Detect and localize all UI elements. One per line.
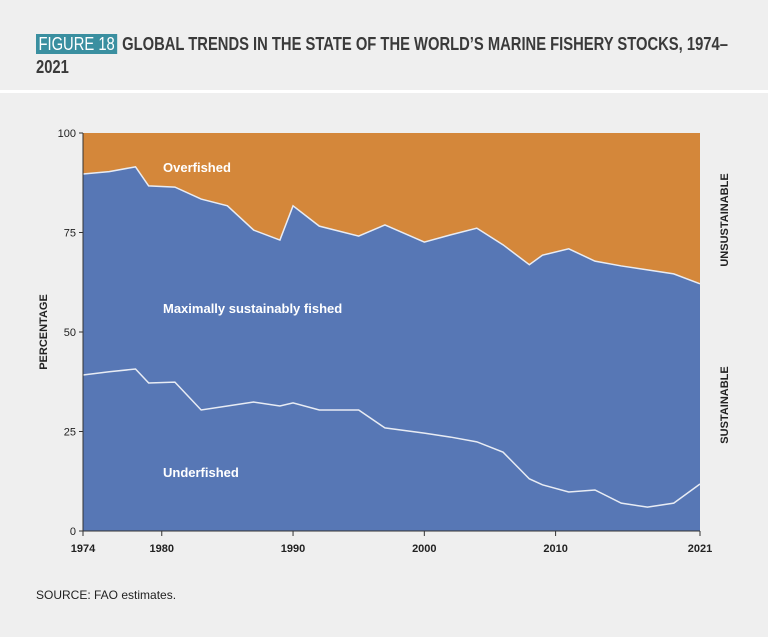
y-tick-label: 75 [64,228,76,240]
right-label-unsustainable: UNSUSTAINABLE [719,173,731,266]
line-overfished-boundary [82,166,701,285]
separator [0,90,768,93]
x-tick-label: 1980 [150,543,174,555]
y-tick-label: 100 [58,128,76,140]
x-tick-label: 2000 [412,543,436,555]
y-axis-label: PERCENTAGE [38,294,50,370]
y-tick-label: 50 [64,327,76,339]
area-sustainable [83,166,700,531]
chart-title: FIGURE 18 GLOBAL TRENDS IN THE STATE OF T… [36,33,733,79]
y-tick-label: 25 [64,427,76,439]
figure-label: FIGURE 18 [36,34,118,54]
y-tick-label: 0 [70,526,76,538]
x-tick-label: 1974 [71,543,96,555]
source-note: SOURCE: FAO estimates. [36,588,177,602]
series-label-overfished: Overfished [163,160,231,175]
series-label-underfished: Underfished [163,465,239,480]
series-label-maximally: Maximally sustainably fished [163,301,342,316]
right-label-sustainable: SUSTAINABLE [719,366,731,443]
x-tick-label: 1990 [281,543,305,555]
line-underfished-boundary [82,368,701,508]
title-text: GLOBAL TRENDS IN THE STATE OF THE WORLD’… [36,34,728,77]
x-tick-label: 2010 [543,543,567,555]
header [0,0,768,90]
x-tick-label: 2021 [688,543,712,555]
